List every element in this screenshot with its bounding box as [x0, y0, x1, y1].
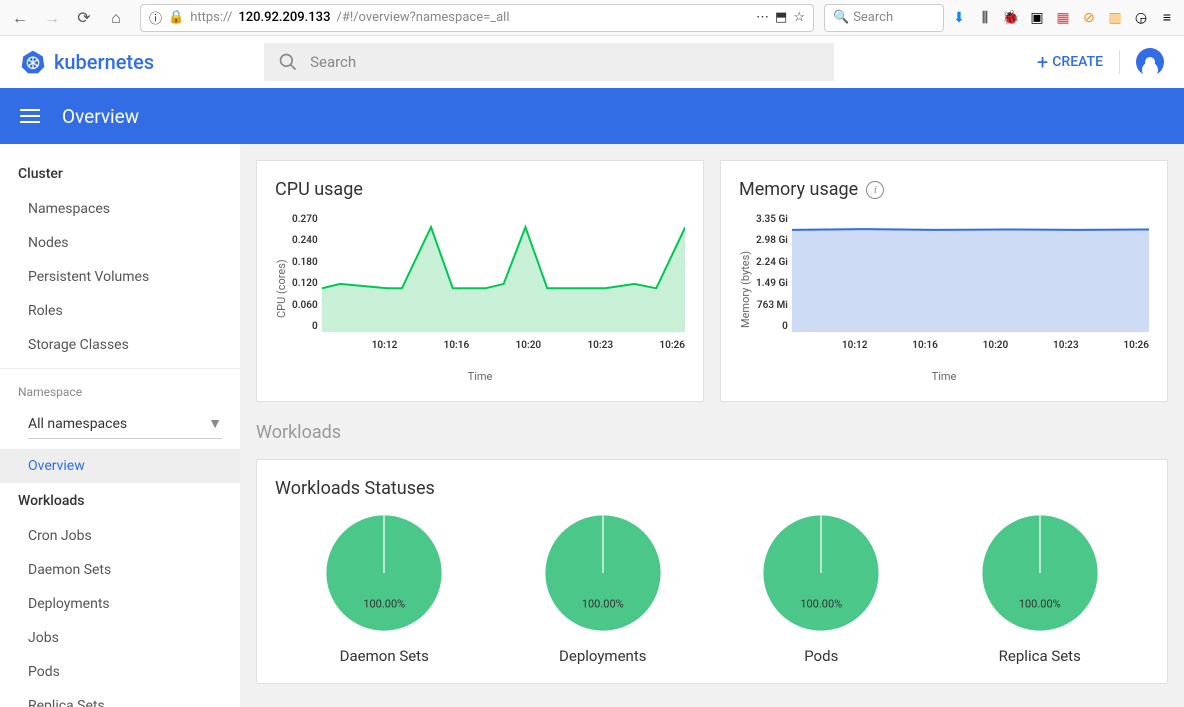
workloads-card-title: Workloads Statuses — [275, 478, 1149, 499]
kubernetes-icon — [20, 49, 46, 75]
browser-search[interactable]: 🔍 Search — [824, 4, 944, 32]
sidebar-item[interactable]: Namespaces — [0, 192, 240, 226]
chevron-down-icon: ▼ — [208, 415, 222, 432]
forward-button[interactable]: → — [38, 4, 66, 32]
bookmark-icon[interactable]: ☆ — [793, 10, 805, 25]
memory-yaxis: 3.35 Gi2.98 Gi2.24 Gi1.49 Gi763 Mi0 — [756, 214, 792, 332]
back-button[interactable]: ← — [6, 4, 34, 32]
ext-icon-6[interactable]: ◶ — [1130, 7, 1152, 29]
workloads-statuses-card: Workloads Statuses 100.00%Daemon Sets100… — [256, 459, 1168, 684]
sidebar-item[interactable]: Deployments — [0, 587, 240, 621]
ext-icon-2[interactable]: ▣ — [1026, 7, 1048, 29]
page-title: Overview — [62, 105, 139, 128]
donut-label: Replica Sets — [980, 647, 1100, 665]
create-button[interactable]: + CREATE — [1037, 50, 1103, 74]
memory-xaxis: 10:1210:1610:2010:2310:26 — [792, 340, 1149, 351]
donut-label: Daemon Sets — [324, 647, 444, 665]
sidebar-item[interactable]: Jobs — [0, 621, 240, 655]
sidebar-item[interactable]: Nodes — [0, 226, 240, 260]
cpu-xaxis: 10:1210:1610:2010:2310:26 — [322, 340, 685, 351]
cpu-xlabel: Time — [275, 370, 685, 383]
namespace-select[interactable]: All namespaces ▼ — [28, 409, 222, 439]
memory-usage-card: Memory usage i Memory (bytes) 3.35 Gi2.9… — [720, 160, 1168, 402]
sidebar-heading-cluster: Cluster — [0, 156, 240, 192]
divider — [1119, 50, 1120, 74]
sidebar-heading-workloads: Workloads — [0, 483, 240, 519]
download-icon[interactable]: ⬇ — [948, 7, 970, 29]
menu-icon[interactable] — [20, 109, 40, 123]
memory-xlabel: Time — [739, 370, 1149, 383]
sidebar-item[interactable]: Roles — [0, 294, 240, 328]
create-label: CREATE — [1052, 54, 1103, 70]
sidebar: Cluster NamespacesNodesPersistent Volume… — [0, 144, 240, 707]
workload-status-item: 100.00% Pods — [761, 513, 881, 665]
ext-icon-1[interactable]: 🐞 — [1000, 7, 1022, 29]
sidebar-item[interactable]: Replica Sets — [0, 689, 240, 707]
more-icon[interactable]: ⋯ — [756, 10, 769, 25]
url-bar[interactable]: ⓘ 🔒 https:// 120.92.209.133 /#!/overview?n… — [140, 4, 814, 32]
app-search[interactable]: Search — [264, 43, 834, 81]
sidebar-item[interactable]: Cron Jobs — [0, 519, 240, 553]
cpu-usage-card: CPU usage CPU (cores) 0.2700.2400.1800.1… — [256, 160, 704, 402]
app-search-placeholder: Search — [310, 53, 356, 71]
page-header: Overview — [0, 88, 1184, 144]
donut-percent: 100.00% — [582, 598, 624, 611]
workload-status-item: 100.00% Daemon Sets — [324, 513, 444, 665]
info-icon: ⓘ — [149, 8, 162, 27]
ext-icon-3[interactable]: ▦ — [1052, 7, 1074, 29]
search-icon — [278, 52, 298, 72]
donut-label: Deployments — [543, 647, 663, 665]
search-placeholder: Search — [853, 10, 893, 25]
donut-chart: 100.00% — [543, 513, 663, 633]
donut-chart: 100.00% — [761, 513, 881, 633]
lock-icon: 🔒 — [168, 10, 184, 25]
home-button[interactable]: ⌂ — [102, 4, 130, 32]
memory-ylabel: Memory (bytes) — [739, 214, 752, 364]
donut-chart: 100.00% — [324, 513, 444, 633]
library-icon[interactable]: ⫼ — [974, 7, 996, 29]
sidebar-divider — [0, 368, 240, 369]
cpu-ylabel: CPU (cores) — [275, 214, 288, 364]
workload-status-item: 100.00% Deployments — [543, 513, 663, 665]
url-host: 120.92.209.133 — [238, 10, 330, 25]
sidebar-item-overview[interactable]: Overview — [0, 449, 240, 483]
kubernetes-logo[interactable]: kubernetes — [20, 49, 154, 75]
ext-icon-4[interactable]: ⊘ — [1078, 7, 1100, 29]
sidebar-item[interactable]: Daemon Sets — [0, 553, 240, 587]
info-icon[interactable]: i — [866, 181, 884, 199]
memory-card-title: Memory usage — [739, 179, 858, 200]
donut-percent: 100.00% — [1019, 598, 1061, 611]
sidebar-item[interactable]: Persistent Volumes — [0, 260, 240, 294]
content-area: CPU usage CPU (cores) 0.2700.2400.1800.1… — [240, 144, 1184, 707]
workload-status-item: 100.00% Replica Sets — [980, 513, 1100, 665]
ext-icon-5[interactable]: ▥ — [1104, 7, 1126, 29]
namespace-select-value: All namespaces — [28, 416, 127, 432]
donut-chart: 100.00% — [980, 513, 1100, 633]
hamburger-icon[interactable]: ≡ — [1156, 7, 1178, 29]
url-path: /#!/overview?namespace=_all — [336, 10, 509, 25]
workloads-section-title: Workloads — [256, 422, 1168, 443]
cpu-chart — [322, 214, 685, 332]
memory-chart — [792, 214, 1149, 332]
reload-button[interactable]: ⟳ — [70, 4, 98, 32]
sidebar-heading-namespace: Namespace — [0, 375, 240, 409]
brand-text: kubernetes — [54, 50, 154, 74]
donut-percent: 100.00% — [800, 598, 842, 611]
app-header: kubernetes Search + CREATE — [0, 36, 1184, 88]
browser-toolbar: ← → ⟳ ⌂ ⓘ 🔒 https:// 120.92.209.133 /#!/ov… — [0, 0, 1184, 36]
search-icon: 🔍 — [833, 10, 849, 25]
sidebar-item[interactable]: Storage Classes — [0, 328, 240, 362]
reader-icon[interactable]: ⬒ — [775, 10, 787, 25]
url-prefix: https:// — [190, 10, 232, 25]
plus-icon: + — [1037, 50, 1048, 74]
donut-label: Pods — [761, 647, 881, 665]
user-avatar[interactable] — [1136, 48, 1164, 76]
donut-percent: 100.00% — [363, 598, 405, 611]
cpu-yaxis: 0.2700.2400.1800.1200.0600 — [292, 214, 322, 332]
sidebar-item[interactable]: Pods — [0, 655, 240, 689]
cpu-card-title: CPU usage — [275, 179, 685, 200]
